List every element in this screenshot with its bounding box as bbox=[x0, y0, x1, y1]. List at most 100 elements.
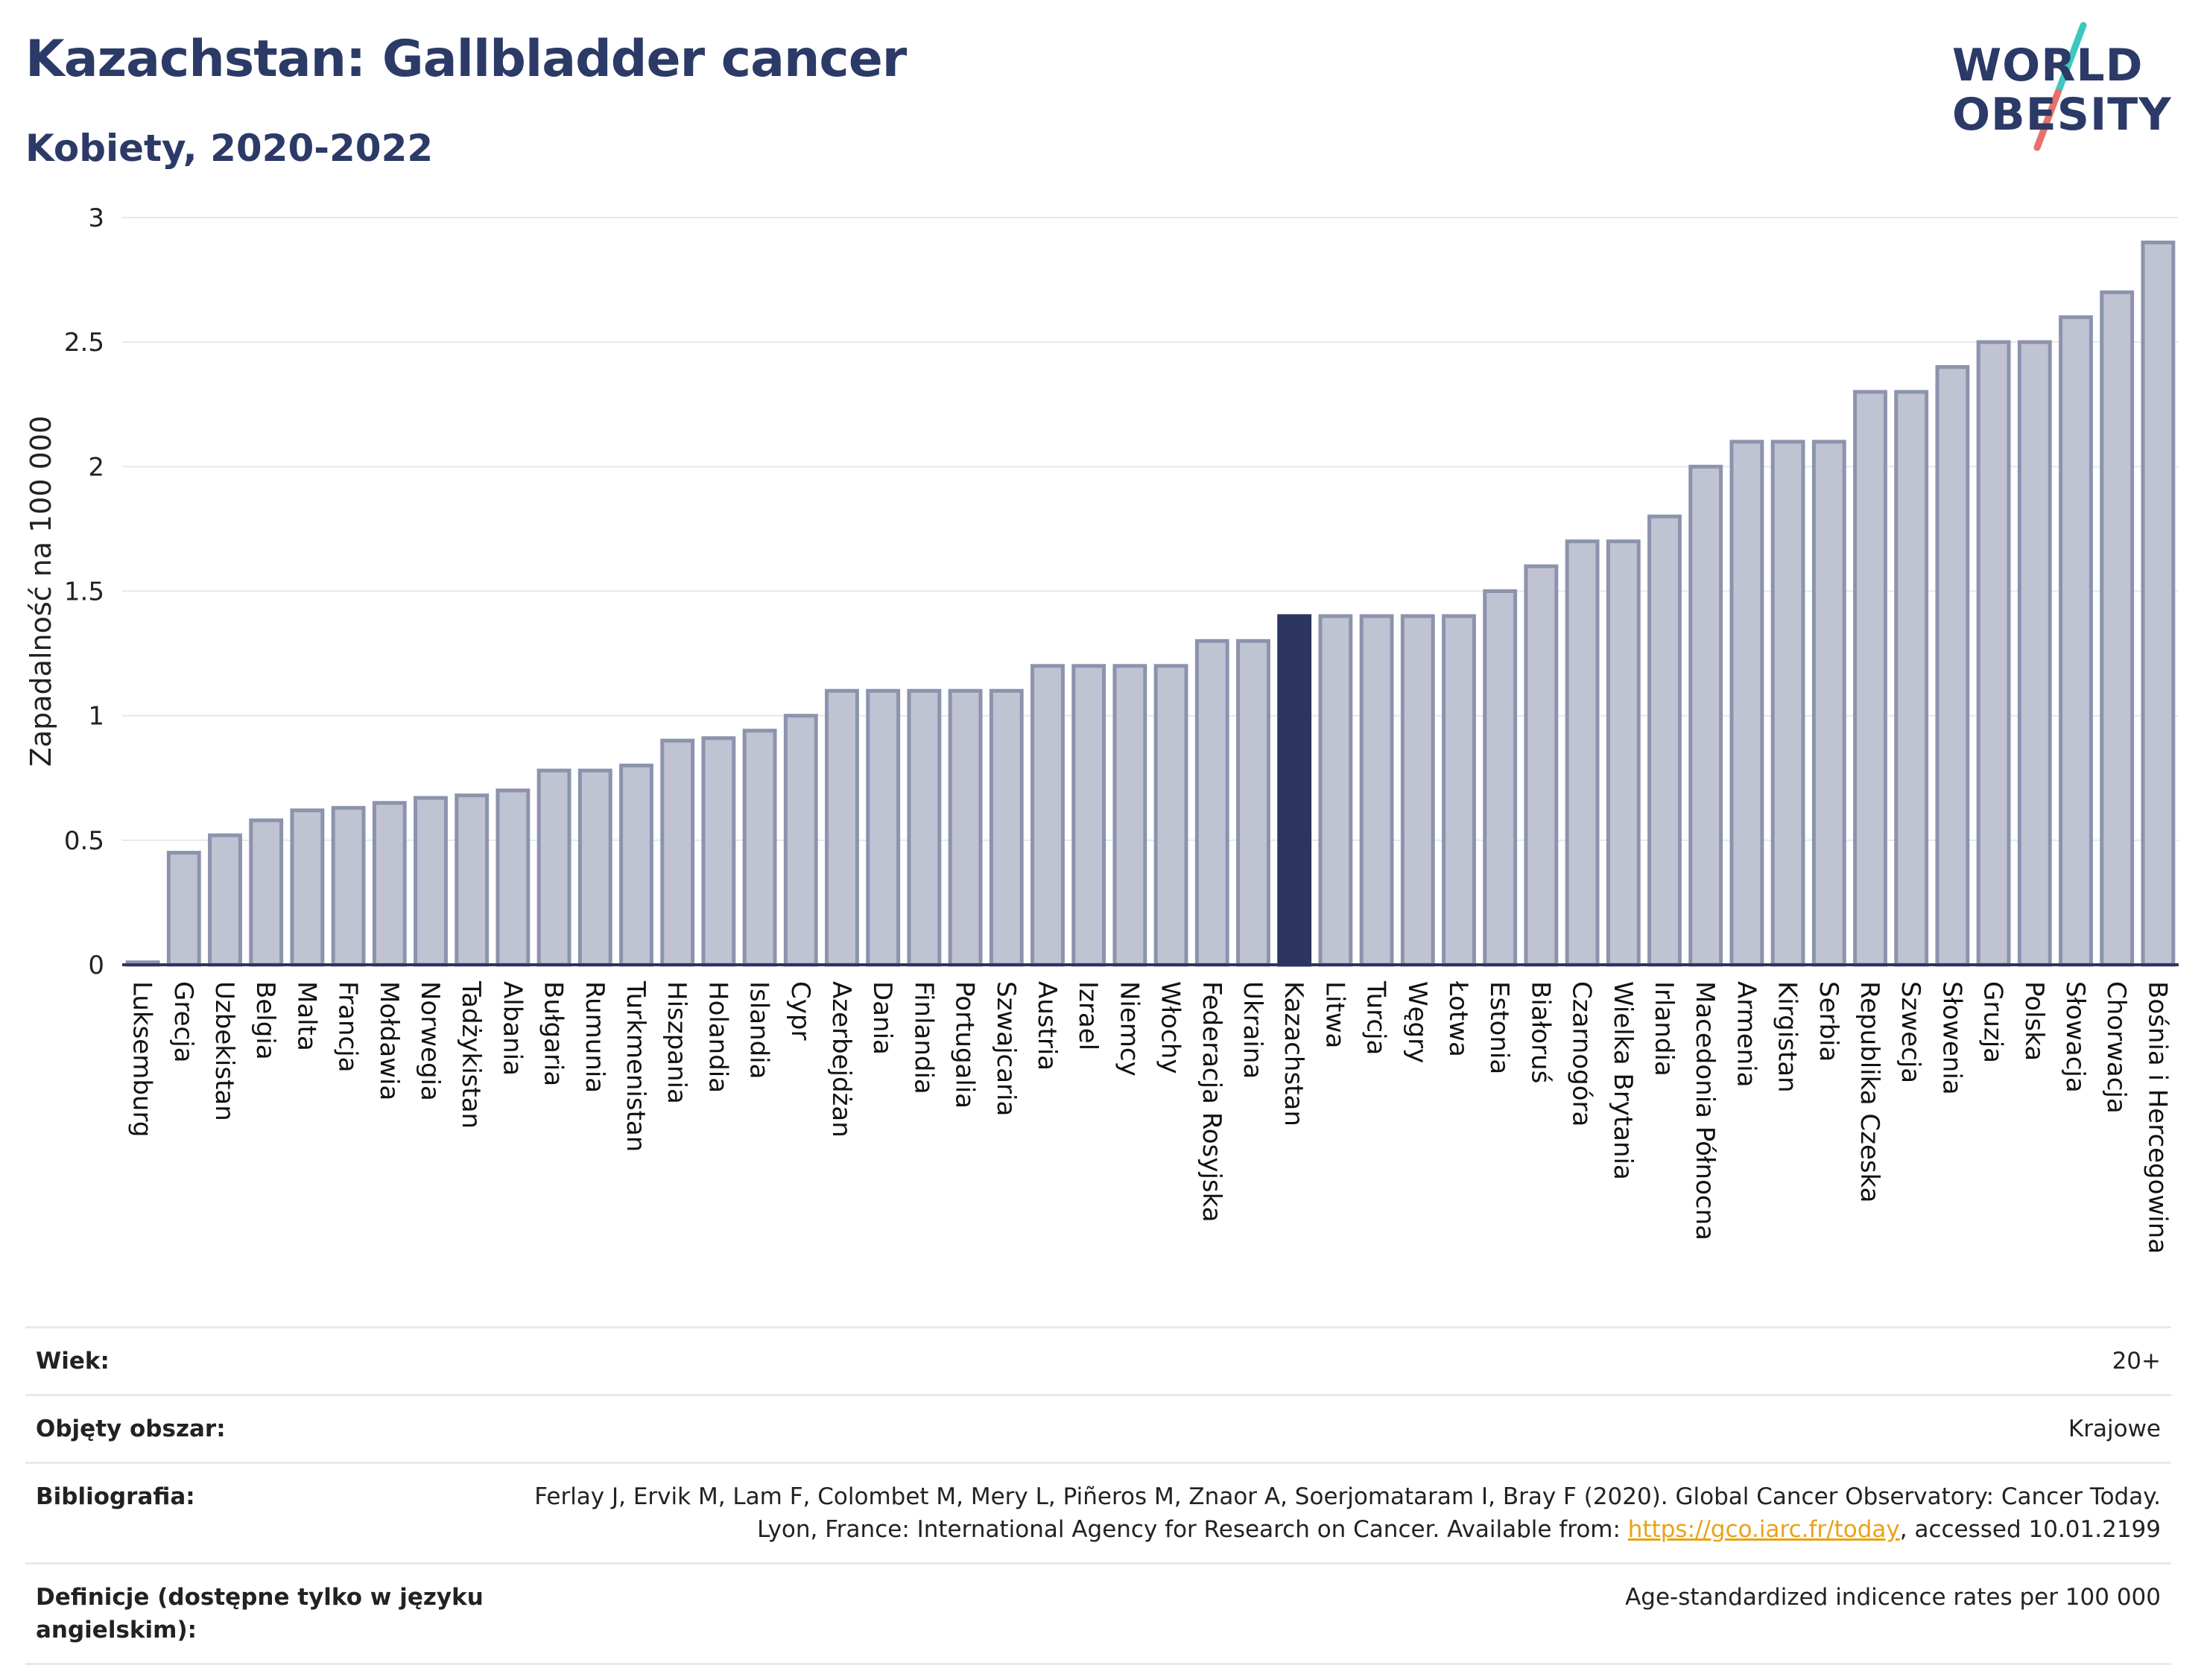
bar bbox=[1030, 664, 1065, 967]
x-tick-label: Szwecja bbox=[1896, 981, 1925, 1083]
x-tick-label: Turkmenistan bbox=[621, 980, 650, 1152]
bar bbox=[866, 688, 901, 967]
x-tick-label: Włochy bbox=[1156, 981, 1185, 1074]
x-tick-label: Bośnia i Hercegowina bbox=[2142, 981, 2172, 1254]
x-tick-label: Szwajcaria bbox=[991, 981, 1021, 1116]
page-subtitle: Kobiety, 2020-2022 bbox=[25, 127, 434, 170]
bar bbox=[495, 788, 531, 967]
bar bbox=[536, 768, 571, 967]
x-tick-label: Wielka Brytania bbox=[1608, 981, 1638, 1180]
bar bbox=[1853, 390, 1887, 967]
bar bbox=[1935, 365, 1970, 967]
x-tick-label: Izrael bbox=[1073, 981, 1103, 1050]
x-tick-label: Estonia bbox=[1484, 981, 1514, 1074]
x-tick-label: Islandia bbox=[744, 981, 774, 1079]
x-tick-label: Albania bbox=[497, 981, 527, 1076]
x-tick-label: Finlandia bbox=[908, 981, 938, 1094]
x-tick-label: Czarnogóra bbox=[1567, 981, 1597, 1126]
bar bbox=[825, 688, 859, 967]
bar bbox=[1400, 614, 1435, 967]
meta-value: 20+ bbox=[2112, 1348, 2161, 1375]
bar bbox=[166, 851, 201, 967]
bar bbox=[660, 738, 695, 967]
y-tick-label: 0.5 bbox=[64, 826, 104, 856]
x-tick-label: Irlandia bbox=[1649, 981, 1679, 1077]
bar bbox=[1811, 440, 1846, 967]
bar bbox=[1112, 664, 1147, 967]
bar-chart: 0 0.5 1 1.5 2 2.5 3 Zapadalność na 100 000 Lukse… bbox=[25, 203, 2179, 1254]
x-tick-label: Malta bbox=[291, 981, 321, 1051]
x-tick-label: Luksemburg bbox=[127, 981, 157, 1137]
x-tick-label: Niemcy bbox=[1114, 981, 1144, 1077]
bar bbox=[2141, 240, 2176, 967]
logo-line2: OBESITY bbox=[1952, 89, 2172, 141]
x-tick-label: Portugalia bbox=[950, 981, 980, 1109]
bar bbox=[1359, 614, 1394, 967]
x-tick-label: Białoruś bbox=[1525, 981, 1555, 1083]
bar bbox=[208, 833, 242, 967]
x-tick-label: Słowenia bbox=[1937, 981, 1966, 1095]
meta-value: Ferlay J, Ervik M, Lam F, Colombet M, Me… bbox=[484, 1480, 2161, 1546]
bar bbox=[989, 688, 1024, 967]
x-tick-label: Belgia bbox=[250, 981, 280, 1060]
bar bbox=[455, 793, 490, 967]
meta-row-bibliography: Bibliografia: Ferlay J, Ervik M, Lam F, … bbox=[25, 1462, 2171, 1562]
x-tick-label: Austria bbox=[1032, 981, 1062, 1071]
bar bbox=[2017, 340, 2052, 967]
y-tick-label: 2.5 bbox=[64, 328, 104, 358]
x-tick-label: Dania bbox=[867, 981, 897, 1055]
logo-line1: WORLD bbox=[1952, 39, 2144, 92]
y-axis-label: Zapadalność na 100 000 bbox=[25, 416, 57, 767]
bar bbox=[1894, 390, 1929, 967]
bar bbox=[331, 805, 366, 967]
bar bbox=[1236, 638, 1270, 967]
bar bbox=[1442, 614, 1476, 967]
y-tick-label: 3 bbox=[88, 203, 104, 233]
bar bbox=[1770, 440, 1805, 967]
source-link[interactable]: https://gco.iarc.fr/today bbox=[1627, 1516, 1900, 1543]
page-title: Kazachstan: Gallbladder cancer bbox=[25, 30, 907, 89]
bar bbox=[1524, 564, 1559, 967]
x-tick-label: Tadżykistan bbox=[456, 980, 486, 1129]
x-tick-label: Węgry bbox=[1402, 981, 1432, 1063]
bar bbox=[290, 808, 325, 967]
x-tick-label: Kirgistan bbox=[1773, 981, 1802, 1093]
bar bbox=[701, 736, 736, 967]
x-tick-label: Macedonia Północna bbox=[1690, 981, 1720, 1240]
bar bbox=[1277, 614, 1312, 967]
x-tick-label: Łotwa bbox=[1443, 980, 1473, 1057]
bar bbox=[414, 796, 448, 967]
bar bbox=[619, 764, 653, 967]
x-tick-label: Bułgaria bbox=[539, 981, 569, 1086]
x-tick-label: Gruzja bbox=[1978, 981, 2008, 1063]
x-tick-label: Mołdawia bbox=[374, 981, 404, 1100]
bar bbox=[1318, 614, 1353, 967]
bar bbox=[948, 688, 983, 967]
meta-row-definitions: Definicje (dostępne tylko w języku angie… bbox=[25, 1562, 2171, 1665]
bar bbox=[1153, 664, 1188, 967]
bar bbox=[907, 688, 942, 967]
x-tick-label: Kazachstan bbox=[1279, 981, 1308, 1126]
x-tick-label: Azerbejdżan bbox=[826, 981, 856, 1138]
bar bbox=[2100, 290, 2135, 967]
bar bbox=[1976, 340, 2011, 967]
y-tick-label: 1.5 bbox=[64, 577, 104, 607]
x-tick-label: Holandia bbox=[703, 981, 732, 1093]
x-tick-label: Francja bbox=[333, 981, 363, 1072]
bar bbox=[1647, 514, 1682, 967]
y-tick-label: 0 bbox=[88, 951, 104, 980]
bibliography-text: Ferlay J, Ervik M, Lam F, Colombet M, Me… bbox=[534, 1483, 2161, 1543]
bar bbox=[1565, 539, 1600, 967]
x-tick-label: Republika Czeska bbox=[1855, 981, 1884, 1203]
x-tick-label: Chorwacja bbox=[2101, 981, 2131, 1114]
bar bbox=[1071, 664, 1106, 967]
x-tick-label: Serbia bbox=[1814, 981, 1843, 1062]
bar bbox=[1606, 539, 1641, 967]
bibliography-suffix: , accessed 10.01.2199 bbox=[1899, 1516, 2161, 1543]
meta-label: Wiek: bbox=[36, 1348, 110, 1375]
x-tick-label: Polska bbox=[2019, 981, 2049, 1061]
x-tick-label: Słowacja bbox=[2060, 981, 2090, 1093]
meta-row-area: Objęty obszar: Krajowe bbox=[25, 1394, 2171, 1462]
y-tick-label: 1 bbox=[88, 702, 104, 732]
meta-value: Age-standardized indicence rates per 100… bbox=[1625, 1584, 2161, 1611]
